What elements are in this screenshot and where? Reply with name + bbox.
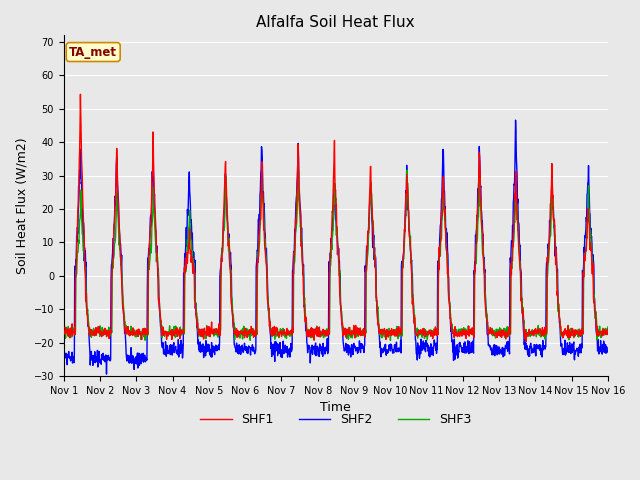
Y-axis label: Soil Heat Flux (W/m2): Soil Heat Flux (W/m2) [15,137,28,274]
SHF3 [540,334,548,339]
SHF1 [168,336,176,342]
SHF1 [77,91,84,97]
SHF1 [522,339,530,345]
SHF2 [168,344,176,349]
SHF3 [492,333,500,339]
SHF2 [604,348,612,354]
SHF1 [420,330,428,336]
SHF2 [420,340,428,346]
SHF1 [604,326,612,332]
SHF2 [242,344,250,349]
SHF3 [60,334,68,339]
SHF1 [492,329,499,335]
SHF3 [181,282,189,288]
SHF1 [181,264,189,270]
SHF2 [181,258,189,264]
SHF3 [242,333,250,339]
SHF3 [168,329,175,335]
X-axis label: Time: Time [321,401,351,414]
SHF2 [512,117,520,123]
SHF2 [492,349,499,355]
SHF1 [60,330,68,336]
Line: SHF3: SHF3 [64,167,608,340]
SHF1 [242,330,250,336]
SHF2 [102,371,110,377]
SHF3 [604,324,612,330]
Legend: SHF1, SHF2, SHF3: SHF1, SHF2, SHF3 [195,408,476,431]
Text: TA_met: TA_met [69,46,117,59]
SHF3 [421,326,429,332]
SHF2 [60,350,68,356]
SHF1 [540,327,548,333]
Line: SHF1: SHF1 [64,94,608,342]
Title: Alfalfa Soil Heat Flux: Alfalfa Soil Heat Flux [257,15,415,30]
SHF3 [387,337,394,343]
Line: SHF2: SHF2 [64,120,608,374]
SHF3 [259,164,266,169]
SHF2 [540,344,548,350]
